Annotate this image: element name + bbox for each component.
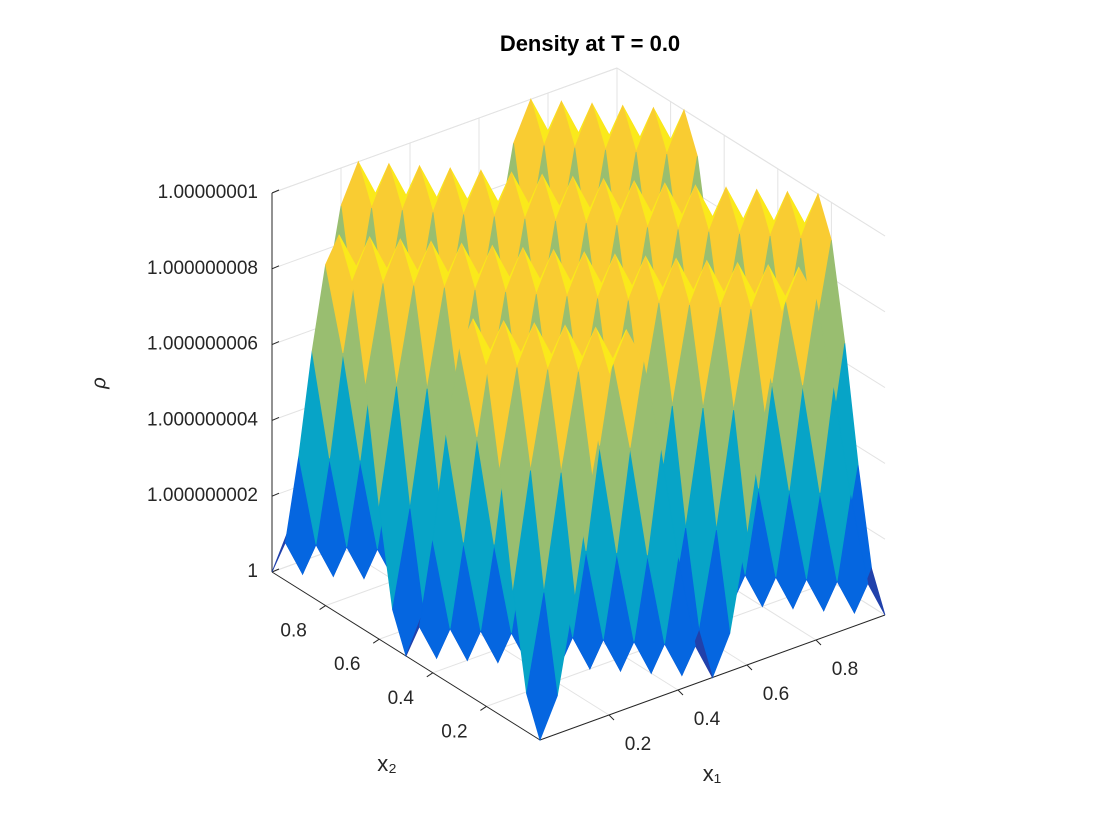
x-tick	[677, 689, 684, 696]
z-tick	[271, 341, 280, 346]
z-tick-label: 1.000000004	[147, 409, 258, 430]
z-tick	[271, 189, 280, 194]
z-tick	[271, 568, 280, 573]
z-axis-label: ρ	[88, 377, 110, 389]
x-tick-label: 0.6	[763, 684, 789, 705]
x-tick-label: 0.2	[625, 734, 651, 755]
z-tick-label: 1.000000002	[147, 485, 258, 506]
z-tick-label: 1.000000008	[147, 258, 258, 279]
z-tick-label: 1.000000006	[147, 334, 258, 355]
z-tick	[271, 416, 280, 421]
x-axis-label: x₁	[703, 761, 721, 786]
y-tick-label: 0.8	[280, 621, 306, 642]
z-tick	[271, 492, 280, 497]
y-tick	[426, 672, 434, 678]
y-tick-label: 0.6	[334, 654, 360, 675]
x-tick	[746, 664, 753, 671]
x-tick-label: 0.8	[832, 659, 858, 680]
y-tick-label: 0.2	[441, 721, 467, 742]
x-tick	[815, 639, 822, 646]
grid-line	[271, 67, 618, 194]
x-tick	[608, 714, 615, 721]
grid-line	[616, 67, 886, 237]
z-tick-label: 1.00000001	[158, 182, 258, 203]
y-tick	[319, 605, 326, 611]
y-axis-label: x₂	[377, 751, 397, 776]
y-tick	[372, 638, 380, 644]
z-tick	[271, 265, 280, 270]
y-tick	[480, 705, 487, 711]
y-tick-label: 0.4	[388, 688, 415, 709]
chart-title: Density at T = 0.0	[500, 31, 680, 56]
surface-patch	[526, 592, 558, 742]
x-tick-label: 0.4	[694, 709, 721, 730]
z-tick-label: 1	[247, 561, 258, 582]
